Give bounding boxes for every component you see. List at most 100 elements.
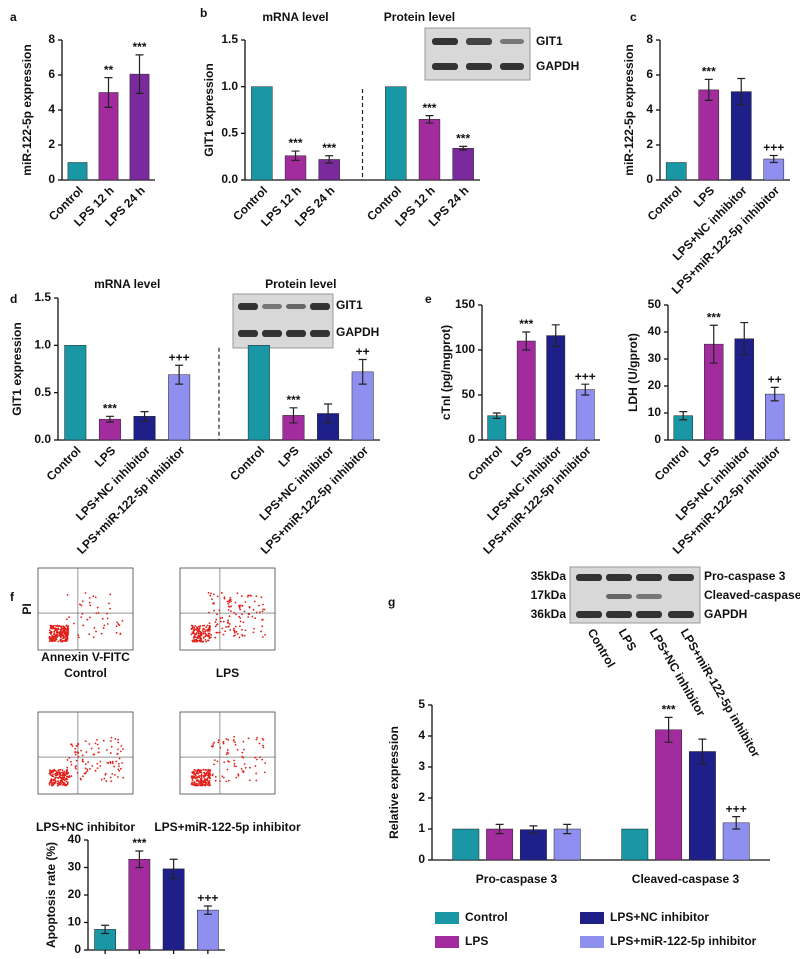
flow-caption: LPS+NC inhibitor [36,820,135,834]
flow-dot [63,770,66,773]
flow-dot [238,636,241,639]
flow-dot [190,783,193,785]
y-tick-label: 8 [646,32,653,46]
legend-swatch [580,936,604,948]
flow-dot [223,761,226,764]
flow-dot [97,751,100,754]
flow-dot [195,772,198,775]
significance: *** [662,703,676,717]
bar [487,415,507,441]
flow-dot [196,769,199,772]
flow-dot [190,627,193,630]
flow-dot [197,632,200,635]
flow-dot [114,737,117,740]
flow-dot [191,639,194,642]
flow-dot [223,597,226,600]
y-tick-label: 4 [418,728,425,742]
flow-dot [49,773,52,776]
flow-dot [228,760,230,763]
flow-dot [117,768,120,771]
flow-dot [63,776,66,779]
flow-dot [120,745,123,747]
bar [665,162,687,181]
flow-dot [106,617,109,620]
y-tick-label: 1.5 [221,32,238,46]
significance: *** [322,141,336,155]
y-tick-label: 6 [646,67,653,81]
y-axis-label: miR-122-5p expression [622,44,636,175]
flow-dot [74,751,77,754]
flow-dot [79,603,81,606]
flow-dot [238,615,241,618]
flow-dot [195,776,198,779]
flow-dot [191,626,194,629]
flow-dot [214,621,217,623]
flow-dot [261,618,264,621]
error-bar [325,155,334,164]
flow-dot [222,742,225,745]
flow-dot [242,740,245,743]
flow-dot [211,773,214,776]
flow-dot [209,636,212,639]
flow-dot [200,771,203,774]
flow-dot [76,745,79,747]
flow-dot [66,593,69,596]
flow-dot [109,760,112,763]
flow-dot [227,602,230,605]
flow-dot [110,780,113,783]
flow-dot [57,628,59,631]
flow-dot [255,738,258,741]
flow-dot [238,625,241,628]
flow-dot [122,776,125,779]
legend-label: Control [465,910,508,924]
flow-dot [121,619,124,622]
flow-dot [248,779,251,782]
flow-dot [60,631,63,634]
flow-dot [199,780,202,783]
significance: ** [104,63,114,77]
blot-band: Cleaved-caspase 3 [704,588,800,602]
flow-dot [79,777,82,780]
y-tick-label: 50 [462,387,476,401]
flow-dot [90,747,93,750]
flow-dot [86,768,89,771]
flow-dot [213,763,215,766]
blot-marker: 36kDa [531,607,567,621]
flow-dot [233,611,235,614]
flow-dot [227,622,229,625]
flow-dot [250,594,252,597]
flow-dot [212,743,215,745]
flow-dot [53,633,55,636]
x-tick-label: Control [652,443,692,483]
flow-dot [119,750,122,753]
flow-dot [239,617,242,619]
bar [688,751,716,861]
y-tick-label: 2 [646,137,653,151]
flow-dot [261,625,264,628]
error-bar [737,77,746,106]
flow-dot [202,637,205,639]
flow-dot [115,760,118,763]
flow-dot [255,779,258,782]
flow-dot [226,768,229,771]
flow-dot [227,779,230,782]
y-tick-label: 100 [455,342,475,356]
flow-dot [84,740,87,743]
flow-dot [205,640,208,643]
flow-dot [57,769,60,772]
y-tick-label: 1.0 [34,338,51,352]
flow-dot [262,744,264,747]
significance: +++ [726,802,747,816]
flow-dot [73,622,75,625]
flow-dot [204,783,207,786]
significance: +++ [169,350,190,364]
flow-dot [207,629,210,632]
error-bar [769,154,778,164]
flow-dot [205,634,208,636]
flow-dot [56,782,59,785]
flow-dot [195,638,198,641]
flow-dot [92,753,95,756]
flow-dot [58,634,60,637]
flow-dot [55,638,58,641]
flow-dot [203,780,206,783]
